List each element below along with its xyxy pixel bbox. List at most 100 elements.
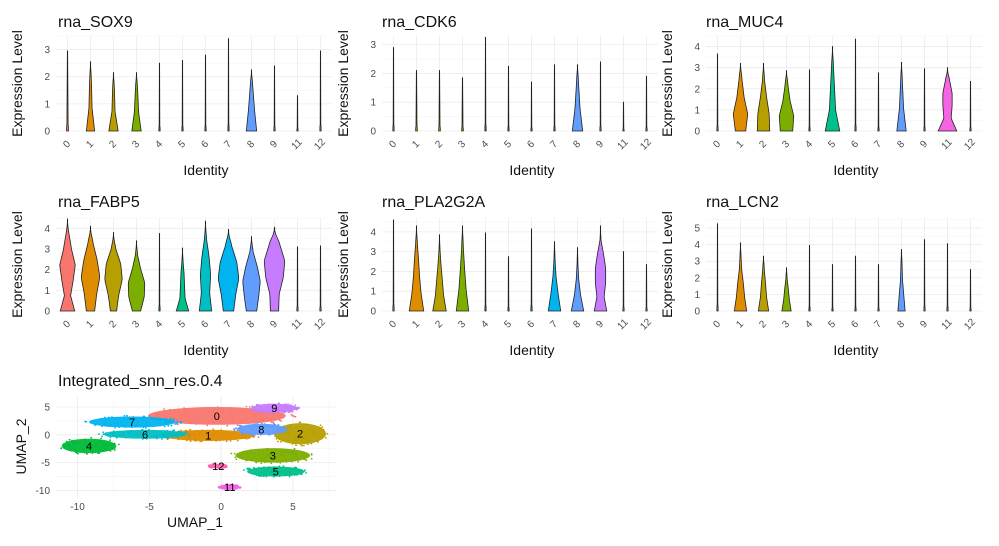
cell-point xyxy=(221,434,224,437)
cell-point xyxy=(125,430,128,433)
cell-point xyxy=(181,410,184,412)
cell-point xyxy=(259,475,261,477)
cell-point xyxy=(308,429,311,431)
x-tick-label: 0 xyxy=(387,318,399,330)
cell-point xyxy=(255,425,257,427)
cell-point xyxy=(161,433,164,435)
cell-point xyxy=(104,420,107,423)
cell-point xyxy=(218,414,221,417)
cell-point xyxy=(292,452,295,454)
cell-point xyxy=(164,430,167,432)
cell-point xyxy=(142,426,145,429)
cell-point xyxy=(132,416,135,418)
cell-point xyxy=(220,429,222,432)
cell-point xyxy=(222,484,225,487)
cell-point xyxy=(107,435,110,437)
cell-point xyxy=(249,449,252,452)
cell-point xyxy=(260,472,263,474)
cell-point xyxy=(303,437,305,440)
cell-point xyxy=(298,406,300,409)
x-tick-label: 3 xyxy=(780,318,792,330)
violin-cluster-7 xyxy=(217,228,240,312)
cell-point xyxy=(229,440,232,442)
cell-point xyxy=(139,423,142,426)
cell-point xyxy=(252,436,255,438)
cell-point xyxy=(275,458,277,460)
cell-point xyxy=(211,465,214,468)
violin-panel-5: 0 1 2 3 4 5 6 7 8 9 11 12012345rna_LCN2IdentityExpr… xyxy=(659,194,982,358)
cell-point xyxy=(255,461,257,464)
cell-point xyxy=(109,436,112,439)
cell-point xyxy=(300,469,303,472)
cell-point xyxy=(294,426,297,429)
cell-point xyxy=(257,411,260,413)
cell-point xyxy=(167,435,170,438)
cell-point xyxy=(273,475,275,478)
cell-point xyxy=(296,441,299,444)
cell-point xyxy=(277,423,280,426)
cell-point xyxy=(145,438,148,440)
cell-point xyxy=(274,407,277,410)
cell-point xyxy=(121,434,123,437)
cell-point xyxy=(133,433,136,436)
umap-cluster-11 xyxy=(217,483,242,491)
x-tick-label: -10 xyxy=(70,502,85,513)
cell-point xyxy=(176,421,179,424)
cell-point xyxy=(77,442,80,445)
cell-point xyxy=(195,430,198,432)
cell-point xyxy=(69,446,71,449)
cell-point xyxy=(280,428,282,431)
cell-point xyxy=(258,405,261,408)
cell-point xyxy=(221,463,224,466)
cell-point xyxy=(236,439,239,442)
cell-point xyxy=(230,486,232,489)
violin-cluster-0 xyxy=(716,53,719,132)
cell-point xyxy=(247,467,250,470)
cell-point xyxy=(112,435,115,437)
cell-point xyxy=(218,420,221,423)
cell-point xyxy=(260,475,263,477)
cell-point xyxy=(265,407,268,410)
cell-point xyxy=(224,485,226,488)
y-tick-label: 5 xyxy=(44,403,50,414)
cell-point xyxy=(69,449,72,452)
cell-point xyxy=(259,408,262,410)
cell-point xyxy=(165,423,168,426)
x-tick-label: 12 xyxy=(638,137,654,153)
cell-point xyxy=(319,436,322,439)
cell-point xyxy=(72,441,74,444)
cell-point xyxy=(144,422,147,425)
cell-point xyxy=(249,436,251,438)
cluster-label-8: 8 xyxy=(258,424,264,436)
cell-point xyxy=(111,432,114,435)
cell-point xyxy=(283,472,285,474)
cell-point xyxy=(290,430,293,432)
cell-point xyxy=(306,431,309,434)
cluster-label-9: 9 xyxy=(271,403,277,415)
cell-point xyxy=(277,406,280,409)
cell-point xyxy=(271,457,274,459)
cell-point xyxy=(257,474,259,477)
cell-point xyxy=(293,438,296,441)
cell-point xyxy=(280,433,283,436)
cell-point xyxy=(220,408,223,411)
cell-point xyxy=(321,426,324,429)
cell-point xyxy=(281,471,283,473)
cell-point xyxy=(210,417,212,420)
cell-point xyxy=(165,436,168,439)
cell-point xyxy=(297,437,299,440)
cell-point xyxy=(292,468,295,470)
x-tick-label: 12 xyxy=(638,317,654,333)
grid xyxy=(706,35,982,132)
cell-point xyxy=(101,425,103,428)
cell-point xyxy=(159,419,162,422)
cell-point xyxy=(295,436,297,439)
cell-point xyxy=(245,437,248,440)
cell-point xyxy=(79,451,82,453)
cell-point xyxy=(202,435,205,437)
cell-point xyxy=(212,410,214,412)
cell-point xyxy=(83,438,86,441)
violin-cluster-5 xyxy=(824,46,841,132)
cell-point xyxy=(295,452,298,455)
cell-point xyxy=(158,422,161,425)
